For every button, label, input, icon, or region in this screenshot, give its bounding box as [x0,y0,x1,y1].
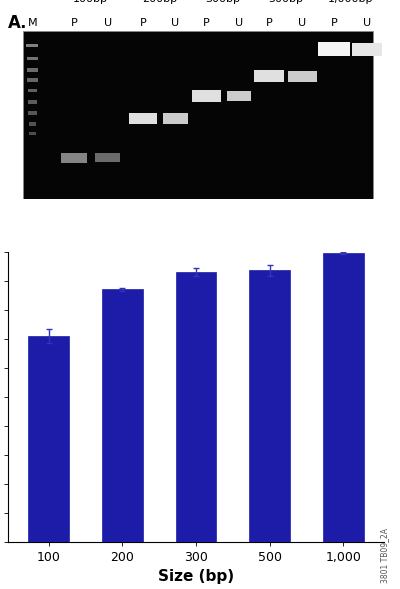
Bar [323,253,364,542]
Bar [102,289,142,542]
Text: 1,000bp: 1,000bp [328,0,374,4]
Text: 300bp: 300bp [205,0,240,4]
Text: U: U [298,18,306,28]
Bar [250,270,290,542]
Bar [29,123,36,126]
Text: U: U [171,18,179,28]
Bar [227,91,252,101]
Text: A.: A. [8,14,28,32]
Bar [318,42,350,57]
Text: P: P [203,18,210,28]
Text: 3801 TB09_2A: 3801 TB09_2A [380,528,389,583]
Bar [129,113,158,124]
Bar [192,91,221,102]
X-axis label: Size (bp): Size (bp) [158,570,234,584]
Text: U: U [363,18,371,28]
Text: P: P [70,18,77,28]
Bar [176,272,216,542]
Text: P: P [140,18,147,28]
Bar [27,68,38,72]
Text: 500bp: 500bp [268,0,303,4]
Text: U: U [235,18,243,28]
Text: P: P [266,18,273,28]
Text: 100bp: 100bp [73,0,108,4]
Bar [27,57,38,61]
Text: U: U [104,18,112,28]
Bar [26,44,38,47]
Text: P: P [331,18,338,28]
Bar [96,153,120,163]
Bar [288,71,316,82]
Bar [28,100,37,104]
Bar [254,70,284,82]
Bar [27,78,38,82]
Bar [163,113,188,124]
Text: 200bp: 200bp [142,0,177,4]
Bar [28,111,36,115]
Bar [352,42,382,56]
Bar [29,131,36,135]
Bar [28,88,37,92]
Bar [61,153,87,163]
Bar [28,336,69,542]
Text: M: M [28,18,37,28]
